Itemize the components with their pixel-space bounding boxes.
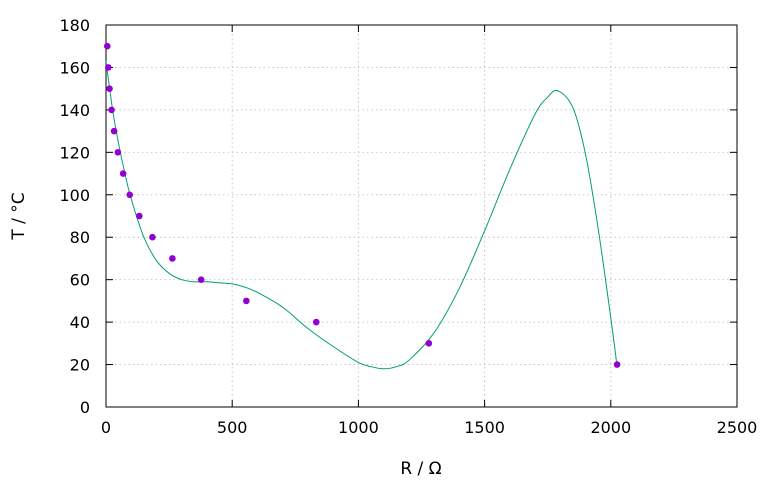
plot-frame: [105, 24, 738, 408]
data-point: [110, 127, 118, 135]
data-points: [103, 42, 621, 368]
y-tick-label: 60: [70, 271, 90, 290]
y-tick-label: 0: [80, 398, 90, 417]
data-point: [243, 297, 250, 305]
fit-curve: [105, 61, 618, 370]
data-point: [149, 233, 156, 241]
y-axis-label: T / °C: [9, 192, 29, 240]
data-point: [108, 106, 115, 114]
y-tick-label: 160: [59, 58, 90, 77]
x-tick-label: 0: [101, 418, 111, 437]
data-point: [119, 170, 127, 177]
data-point: [114, 149, 122, 156]
data-point: [104, 64, 112, 71]
data-point: [312, 318, 320, 326]
data-point: [136, 212, 143, 220]
y-tick-label: 180: [59, 16, 90, 35]
data-point: [425, 340, 433, 347]
axis-ticks: [105, 24, 738, 408]
y-tick-labels: 0 20 40 60 80 100 120 140 160 180: [59, 16, 90, 417]
data-point: [197, 276, 205, 283]
x-tick-label: 1500: [464, 418, 505, 437]
x-tick-label: 500: [217, 418, 248, 437]
data-point: [106, 85, 113, 92]
x-tick-labels: 0 500 1000 1500 2000 2500: [101, 418, 757, 437]
y-tick-label: 120: [59, 143, 90, 162]
x-tick-label: 2500: [717, 418, 758, 437]
y-tick-label: 140: [59, 101, 90, 120]
y-tick-label: 40: [70, 313, 90, 332]
grid: [106, 25, 737, 407]
y-tick-label: 100: [59, 186, 90, 205]
data-point: [169, 255, 176, 262]
y-tick-label: 80: [70, 228, 90, 247]
data-point: [613, 361, 621, 368]
x-tick-label: 1000: [338, 418, 379, 437]
data-point: [126, 191, 134, 199]
x-tick-label: 2000: [590, 418, 631, 437]
y-tick-label: 20: [70, 356, 90, 375]
x-axis-label: R / Ω: [400, 459, 441, 479]
data-point: [103, 42, 111, 50]
